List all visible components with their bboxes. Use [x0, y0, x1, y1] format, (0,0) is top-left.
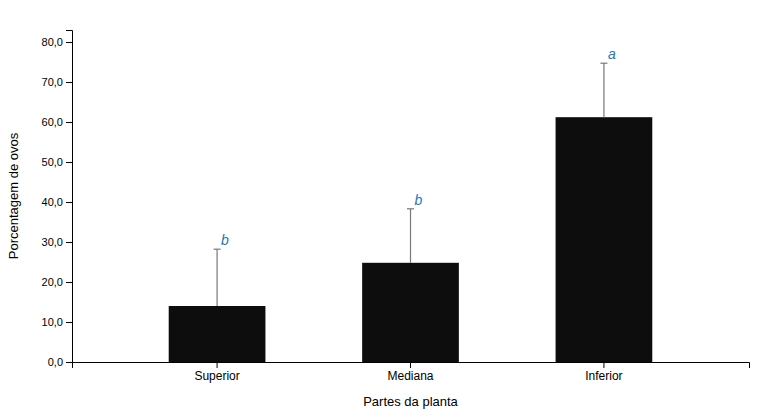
- tick: Superior: [194, 362, 239, 383]
- tick-mark: [410, 362, 411, 368]
- error-bar: [407, 209, 414, 263]
- tick: Inferior: [585, 362, 622, 383]
- tick-label: 10,0: [42, 316, 63, 328]
- tick-label: Superior: [194, 369, 239, 383]
- letter: b: [221, 232, 229, 248]
- tick-mark: [66, 42, 72, 43]
- tick-label: 80,0: [42, 36, 63, 48]
- error-line: [216, 249, 217, 306]
- tick: 60,0: [42, 116, 72, 128]
- plot: 0,0 10,0 20,0 30,0 40,0 50,0 60,0 70,0 80,0 Super…: [42, 31, 750, 383]
- tick-mark: [66, 242, 72, 243]
- tick-mark: [66, 162, 72, 163]
- tick-mark: [66, 362, 72, 363]
- chart: 0,0 10,0 20,0 30,0 40,0 50,0 60,0 70,0 80,0 Super…: [0, 0, 773, 420]
- tick-label: 0,0: [48, 356, 63, 368]
- error-bar: [214, 249, 221, 306]
- bar: [169, 306, 266, 362]
- y-axis: 0,0 10,0 20,0 30,0 40,0 50,0 60,0 70,0 80,0: [42, 31, 73, 369]
- letter: a: [608, 46, 616, 62]
- bar: [362, 263, 459, 362]
- error-cap: [407, 208, 414, 209]
- error-line: [603, 63, 604, 117]
- error-cap: [600, 63, 607, 64]
- tick-label: 20,0: [42, 276, 63, 288]
- tick: Mediana: [387, 362, 433, 383]
- tick-mark: [66, 282, 72, 283]
- tick-label: Inferior: [585, 369, 622, 383]
- tick-mark: [66, 202, 72, 203]
- error-line: [410, 209, 411, 263]
- tick: 30,0: [42, 236, 72, 248]
- letters: b b a: [221, 46, 616, 248]
- x-axis-title: Partes da planta: [363, 394, 458, 409]
- tick-mark: [66, 322, 72, 323]
- tick-mark: [66, 82, 72, 83]
- axis-line: [73, 363, 750, 369]
- tick: 10,0: [42, 316, 72, 328]
- y-axis-title: Porcentagem de ovos: [6, 132, 21, 259]
- error-cap: [214, 249, 221, 250]
- tick-mark: [603, 362, 604, 368]
- tick-label: 50,0: [42, 156, 63, 168]
- tick: 0,0: [48, 356, 72, 368]
- error-bar: [600, 63, 607, 117]
- tick-label: 40,0: [42, 196, 63, 208]
- tick: 50,0: [42, 156, 72, 168]
- tick: 80,0: [42, 36, 72, 48]
- tick-label: 60,0: [42, 116, 63, 128]
- tick: 20,0: [42, 276, 72, 288]
- bar: [556, 117, 653, 362]
- tick-mark: [66, 122, 72, 123]
- letter: b: [415, 192, 423, 208]
- tick-label: Mediana: [387, 369, 433, 383]
- tick: 40,0: [42, 196, 72, 208]
- tick-mark: [217, 362, 218, 368]
- tick-label: 30,0: [42, 236, 63, 248]
- axis-line: [66, 31, 73, 363]
- marks: [169, 63, 653, 362]
- tick-label: 70,0: [42, 76, 63, 88]
- x-axis: Superior Mediana Inferior: [73, 362, 750, 383]
- tick: 70,0: [42, 76, 72, 88]
